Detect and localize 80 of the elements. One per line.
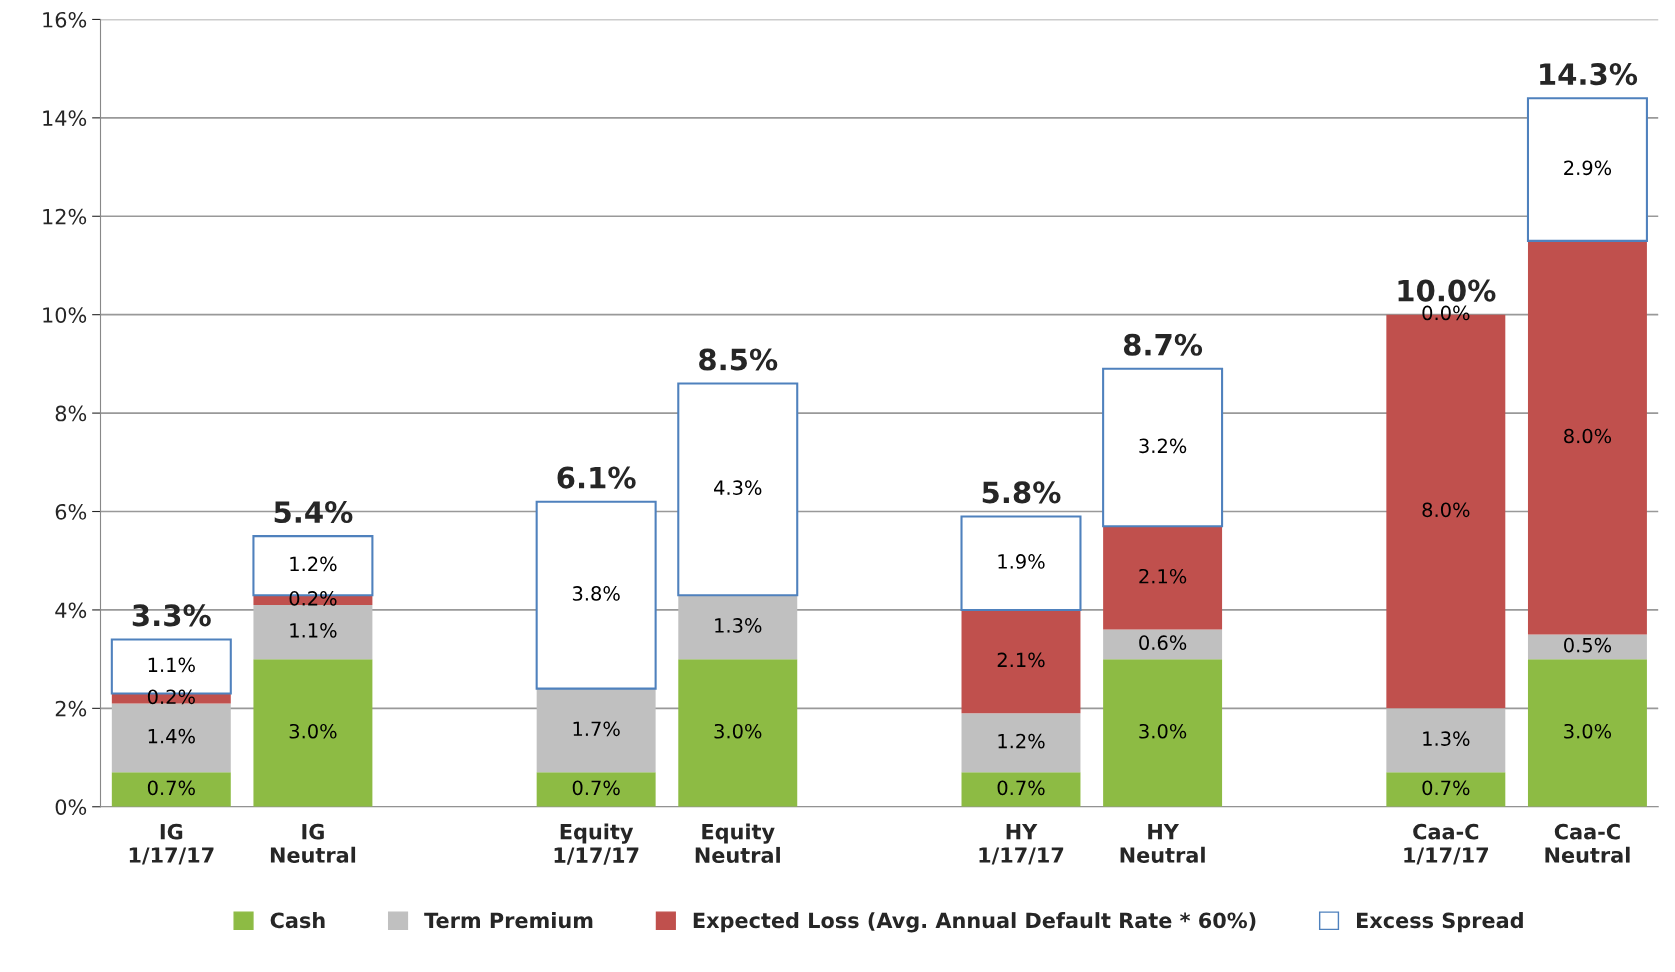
- data-label: 4.3%: [714, 480, 762, 496]
- legend-label: Excess Spread: [1357, 912, 1523, 933]
- y-tick-label: 4%: [55, 602, 87, 619]
- data-label: 8.0%: [1422, 502, 1470, 518]
- data-label: 0.7%: [147, 780, 195, 796]
- data-label: 0.6%: [1139, 635, 1187, 651]
- x-tick-label: Caa-C Neutral: [1545, 823, 1630, 863]
- bar: [1102, 367, 1224, 528]
- data-label: 1.9%: [998, 554, 1045, 569]
- legend-label: Term Premium: [424, 912, 593, 929]
- data-label: 1.2%: [998, 733, 1045, 749]
- bar: [1526, 97, 1648, 242]
- data-label: 3.0%: [289, 723, 337, 739]
- bar: [1386, 772, 1506, 807]
- bar: [961, 713, 1081, 773]
- data-label: 2.1%: [1139, 568, 1187, 584]
- bar: [678, 659, 798, 807]
- x-tick-label: IG Neutral: [270, 823, 356, 863]
- data-label: 1.1%: [148, 657, 195, 673]
- y-tick-label: 12%: [43, 208, 87, 225]
- total-label: 8.5%: [699, 348, 778, 371]
- y-tick-label: 14%: [43, 110, 87, 127]
- data-label: 1.7%: [573, 721, 620, 737]
- bar: [253, 605, 373, 660]
- y-tick-label: 16%: [43, 11, 87, 28]
- bar: [961, 609, 1081, 714]
- data-label: 3.0%: [1564, 723, 1612, 739]
- bar: [1527, 634, 1647, 660]
- data-label: 2.9%: [1564, 160, 1612, 176]
- total-label: 14.3%: [1540, 63, 1638, 86]
- bar: [1386, 708, 1506, 773]
- bar: [1103, 526, 1223, 630]
- total-label: 3.3%: [132, 604, 211, 627]
- data-label: 8.0%: [1564, 428, 1612, 444]
- bar: [536, 688, 656, 773]
- bar: [1103, 629, 1223, 660]
- y-tick-label: 2%: [55, 700, 87, 717]
- data-label: 3.0%: [714, 723, 762, 739]
- data-label: 1.4%: [148, 728, 195, 744]
- x-tick-label: HY Neutral: [1120, 824, 1205, 863]
- bar: [1527, 240, 1647, 635]
- data-label: 0.7%: [572, 780, 620, 796]
- total-label: 8.7%: [1123, 333, 1203, 356]
- bar: [535, 500, 657, 690]
- data-label: 2.1%: [997, 652, 1045, 668]
- bar: [1103, 659, 1223, 807]
- total-label: 10.0%: [1398, 279, 1496, 302]
- legend-label: Expected Loss (Avg. Annual Default Rate * 60%): [693, 912, 1256, 933]
- data-label: 3.8%: [572, 586, 620, 601]
- total-label: 6.1%: [557, 466, 636, 489]
- data-label: 1.3%: [1423, 731, 1470, 746]
- data-label: 0.7%: [997, 780, 1045, 796]
- x-tick-label: Caa-C 1/17/17: [1404, 823, 1489, 865]
- y-tick-label: 10%: [43, 307, 87, 323]
- x-tick-label: Equity 1/17/17: [554, 823, 639, 865]
- y-tick-label: 0%: [55, 799, 87, 815]
- total-label: 5.4%: [274, 501, 353, 524]
- x-tick-label: Equity Neutral: [695, 823, 780, 864]
- bar: [1527, 659, 1647, 807]
- total-label: 5.8%: [982, 481, 1061, 504]
- bar: [253, 659, 373, 807]
- data-label: 3.0%: [1139, 723, 1187, 739]
- bar: [678, 595, 798, 660]
- bar: [536, 772, 656, 807]
- legend-label: Cash: [270, 912, 325, 929]
- data-label: 1.3%: [715, 618, 762, 633]
- bar: [960, 515, 1082, 611]
- y-tick-label: 6%: [55, 503, 87, 520]
- bar: [111, 772, 231, 807]
- x-tick-label: IG 1/17/17: [129, 823, 214, 865]
- data-label: 1.1%: [290, 623, 337, 638]
- x-tick-label: HY 1/17/17: [979, 824, 1064, 865]
- bar: [961, 772, 1081, 807]
- data-label: 1.2%: [290, 556, 337, 572]
- data-label: 3.2%: [1139, 438, 1187, 454]
- y-tick-label: 8%: [55, 405, 87, 422]
- bar: [111, 703, 231, 773]
- bar: [677, 382, 799, 597]
- data-label: 0.7%: [1422, 780, 1470, 796]
- data-label: 0.5%: [1564, 637, 1612, 653]
